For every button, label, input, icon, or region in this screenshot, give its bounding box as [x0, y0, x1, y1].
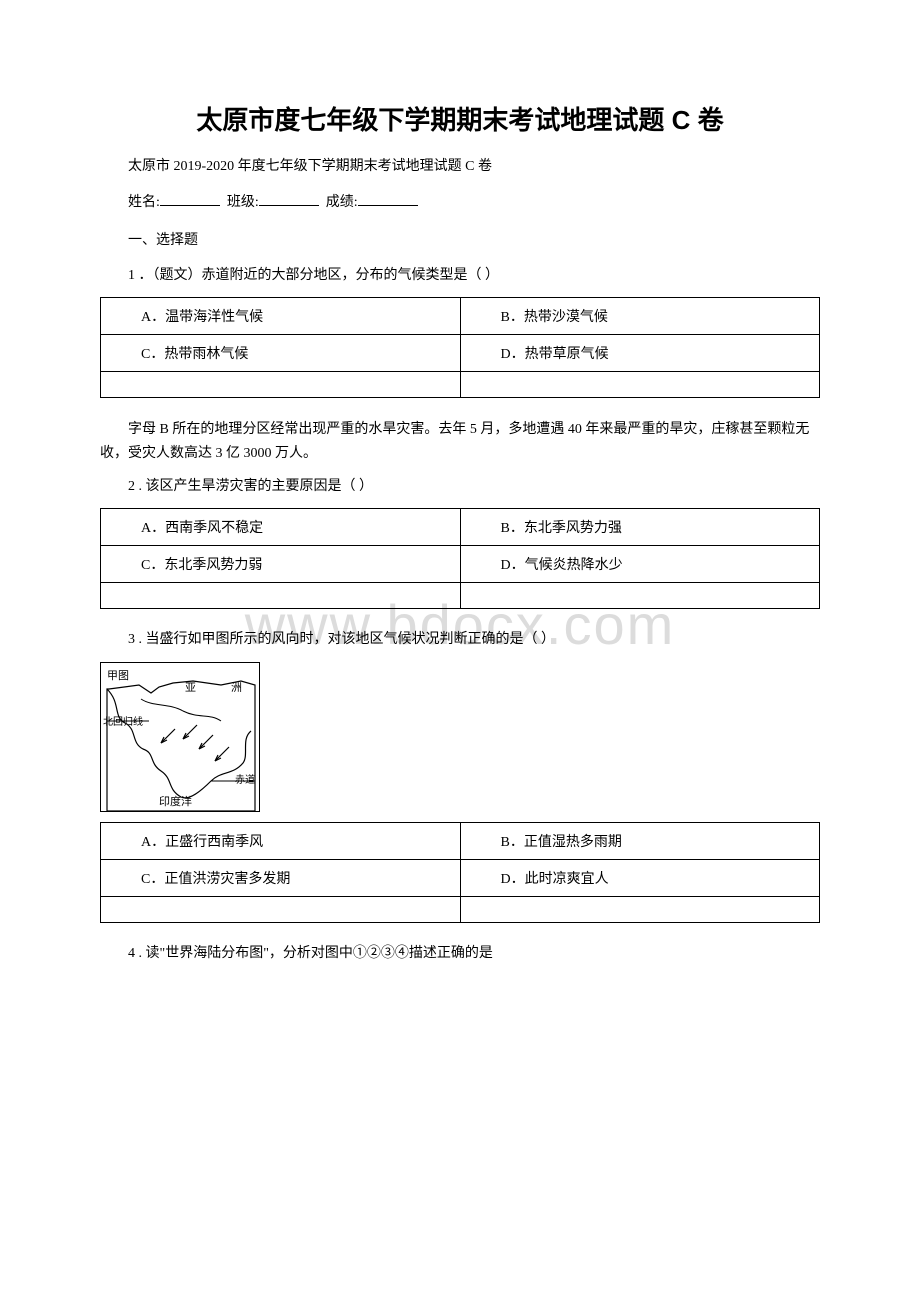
form-line: 姓名: 班级: 成绩: [100, 191, 820, 211]
question-3: 3 . 当盛行如甲图所示的风向时，对该地区气候状况判断正确的是（ ） [100, 629, 820, 922]
name-blank [160, 192, 220, 206]
class-label: 班级: [227, 195, 259, 210]
q1-option-b: B．热带沙漠气候 [460, 298, 820, 335]
q3-option-c: C．正值洪涝灾害多发期 [101, 859, 461, 896]
q2-option-a: A．西南季风不稳定 [101, 509, 461, 546]
map-label-tropic: 北回归线 [103, 713, 143, 728]
q1-option-a: A．温带海洋性气候 [101, 298, 461, 335]
map-label-ocean: 印度洋 [159, 793, 192, 809]
paragraph-b: 字母 B 所在的地理分区经常出现严重的水旱灾害。去年 5 月，多地遭遇 40 年… [100, 418, 820, 466]
question-1: 1 ．（题文）赤道附近的大部分地区，分布的气候类型是（ ） A．温带海洋性气候 … [100, 265, 820, 398]
map-label-equator: 赤道 [235, 771, 255, 786]
q2-option-c: C．东北季风势力弱 [101, 546, 461, 583]
page-title: 太原市度七年级下学期期末考试地理试题 C 卷 [100, 100, 820, 137]
question-1-text: 1 ．（题文）赤道附近的大部分地区，分布的气候类型是（ ） [100, 265, 820, 287]
map-figure: 甲图 亚 洲 北回归线 赤道 印度洋 [100, 662, 260, 812]
score-blank [358, 192, 418, 206]
q2-option-b: B．东北季风势力强 [460, 509, 820, 546]
q3-option-b: B．正值湿热多雨期 [460, 822, 820, 859]
question-2-text: 2 . 该区产生旱涝灾害的主要原因是（ ） [100, 476, 820, 498]
question-2-options: A．西南季风不稳定 B．东北季风势力强 C．东北季风势力弱 D．气候炎热降水少 [100, 508, 820, 609]
question-2: 2 . 该区产生旱涝灾害的主要原因是（ ） A．西南季风不稳定 B．东北季风势力… [100, 476, 820, 609]
section-heading: 一、选择题 [100, 229, 820, 249]
q3-option-d: D．此时凉爽宜人 [460, 859, 820, 896]
map-label-asia2: 洲 [231, 679, 242, 695]
map-label-asia1: 亚 [185, 679, 196, 695]
question-4-text: 4 . 读"世界海陆分布图"，分析对图中①②③④描述正确的是 [100, 943, 820, 965]
question-3-text: 3 . 当盛行如甲图所示的风向时，对该地区气候状况判断正确的是（ ） [100, 629, 820, 651]
map-caption: 甲图 [107, 667, 129, 683]
class-blank [259, 192, 319, 206]
q1-option-d: D．热带草原气候 [460, 335, 820, 372]
subtitle: 太原市 2019-2020 年度七年级下学期期末考试地理试题 C 卷 [100, 155, 820, 175]
q1-option-c: C．热带雨林气候 [101, 335, 461, 372]
question-3-options: A．正盛行西南季风 B．正值湿热多雨期 C．正值洪涝灾害多发期 D．此时凉爽宜人 [100, 822, 820, 923]
q2-option-d: D．气候炎热降水少 [460, 546, 820, 583]
question-1-options: A．温带海洋性气候 B．热带沙漠气候 C．热带雨林气候 D．热带草原气候 [100, 297, 820, 398]
score-label: 成绩: [326, 195, 358, 210]
name-label: 姓名: [128, 195, 160, 210]
q3-option-a: A．正盛行西南季风 [101, 822, 461, 859]
